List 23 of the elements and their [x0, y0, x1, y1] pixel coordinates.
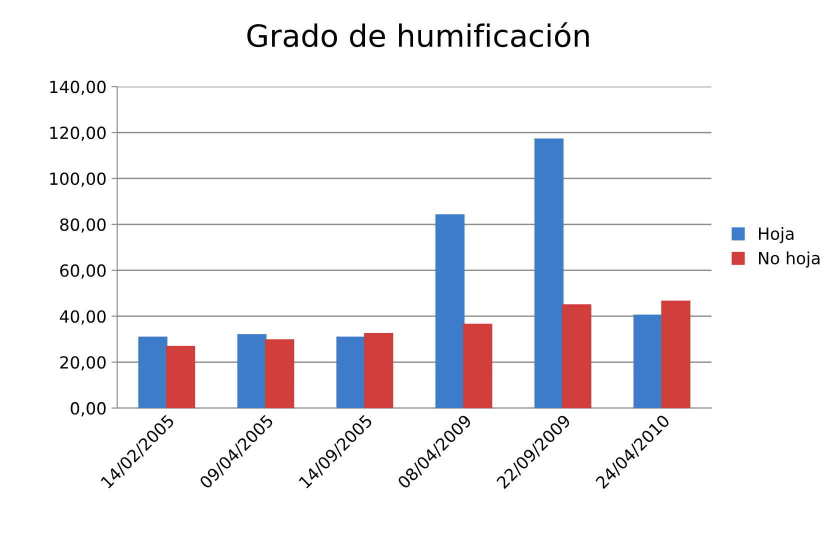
bar: [634, 314, 663, 408]
y-tick-label: 0,00: [70, 402, 106, 416]
y-tick-label: 80,00: [60, 218, 106, 233]
y-tick-label: 140,00: [50, 80, 106, 95]
legend-label: No hoja: [759, 252, 820, 268]
bar: [336, 336, 366, 408]
legend-label: Hoja: [759, 227, 794, 244]
bar: [237, 334, 266, 408]
y-tick-label: 20,00: [60, 356, 106, 370]
bar: [364, 332, 394, 408]
chart-title: Grado de humificación: [247, 22, 589, 48]
bar: [138, 336, 168, 408]
y-tick-label: 120,00: [50, 126, 106, 141]
y-tick-label: 100,00: [50, 172, 106, 187]
y-tick-label: 40,00: [60, 310, 106, 325]
bar: [265, 339, 294, 408]
bar: [166, 346, 196, 408]
bar: [435, 214, 465, 408]
bar: [534, 138, 564, 408]
bar: [661, 300, 690, 408]
bar: [463, 324, 492, 408]
y-tick-label: 60,00: [60, 264, 106, 279]
bar: [562, 304, 592, 408]
